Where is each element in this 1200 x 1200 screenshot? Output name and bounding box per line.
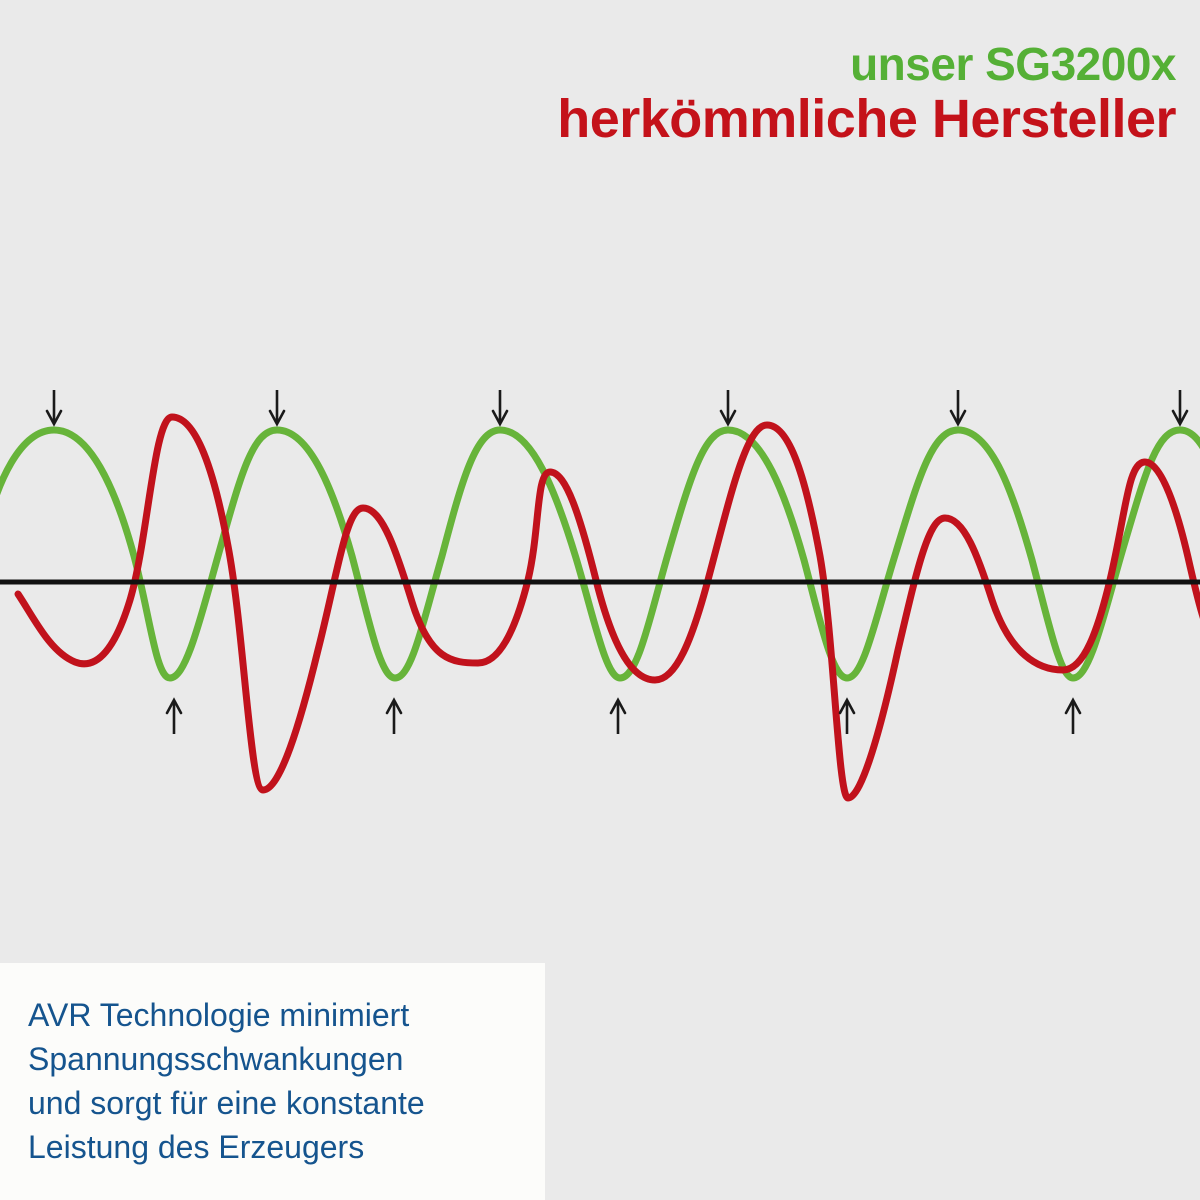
caption-line-4: Leistung des Erzeugers bbox=[28, 1129, 365, 1165]
caption-line-2: Spannungsschwankungen bbox=[28, 1041, 404, 1077]
up-arrow-icon bbox=[1064, 697, 1082, 734]
caption-line-3: und sorgt für eine konstante bbox=[28, 1085, 425, 1121]
up-arrow-icon bbox=[165, 697, 183, 734]
caption-card: AVR Technologie minimiert Spannungsschwa… bbox=[0, 963, 545, 1200]
legend-item-ours: unser SG3200x bbox=[850, 38, 1176, 90]
down-arrow-group bbox=[45, 390, 1189, 427]
down-arrow-icon bbox=[45, 390, 63, 427]
arrow-head bbox=[491, 409, 509, 427]
series-line-theirs bbox=[14, 413, 1200, 802]
arrow-head bbox=[1064, 697, 1082, 715]
up-arrow-icon bbox=[609, 697, 627, 734]
down-arrow-icon bbox=[491, 390, 509, 427]
caption-line-1: AVR Technologie minimiert bbox=[28, 997, 410, 1033]
series-line-ours bbox=[0, 426, 1200, 682]
legend: unser SG3200x herkömmliche Hersteller bbox=[0, 0, 1200, 148]
down-arrow-icon bbox=[719, 390, 737, 427]
arrow-head bbox=[385, 697, 403, 715]
down-arrow-icon bbox=[949, 390, 967, 427]
down-arrow-icon bbox=[268, 390, 286, 427]
down-arrow-icon bbox=[1171, 390, 1189, 427]
arrow-head bbox=[268, 409, 286, 427]
arrow-head bbox=[165, 697, 183, 715]
arrow-head bbox=[719, 409, 737, 427]
arrow-head bbox=[609, 697, 627, 715]
arrow-head bbox=[838, 697, 856, 715]
arrow-head bbox=[1171, 409, 1189, 427]
legend-item-theirs: herkömmliche Hersteller bbox=[557, 88, 1176, 149]
up-arrow-icon bbox=[838, 697, 856, 734]
up-arrow-icon bbox=[385, 697, 403, 734]
up-arrow-group bbox=[165, 697, 1082, 734]
arrow-head bbox=[949, 409, 967, 427]
arrow-head bbox=[45, 409, 63, 427]
